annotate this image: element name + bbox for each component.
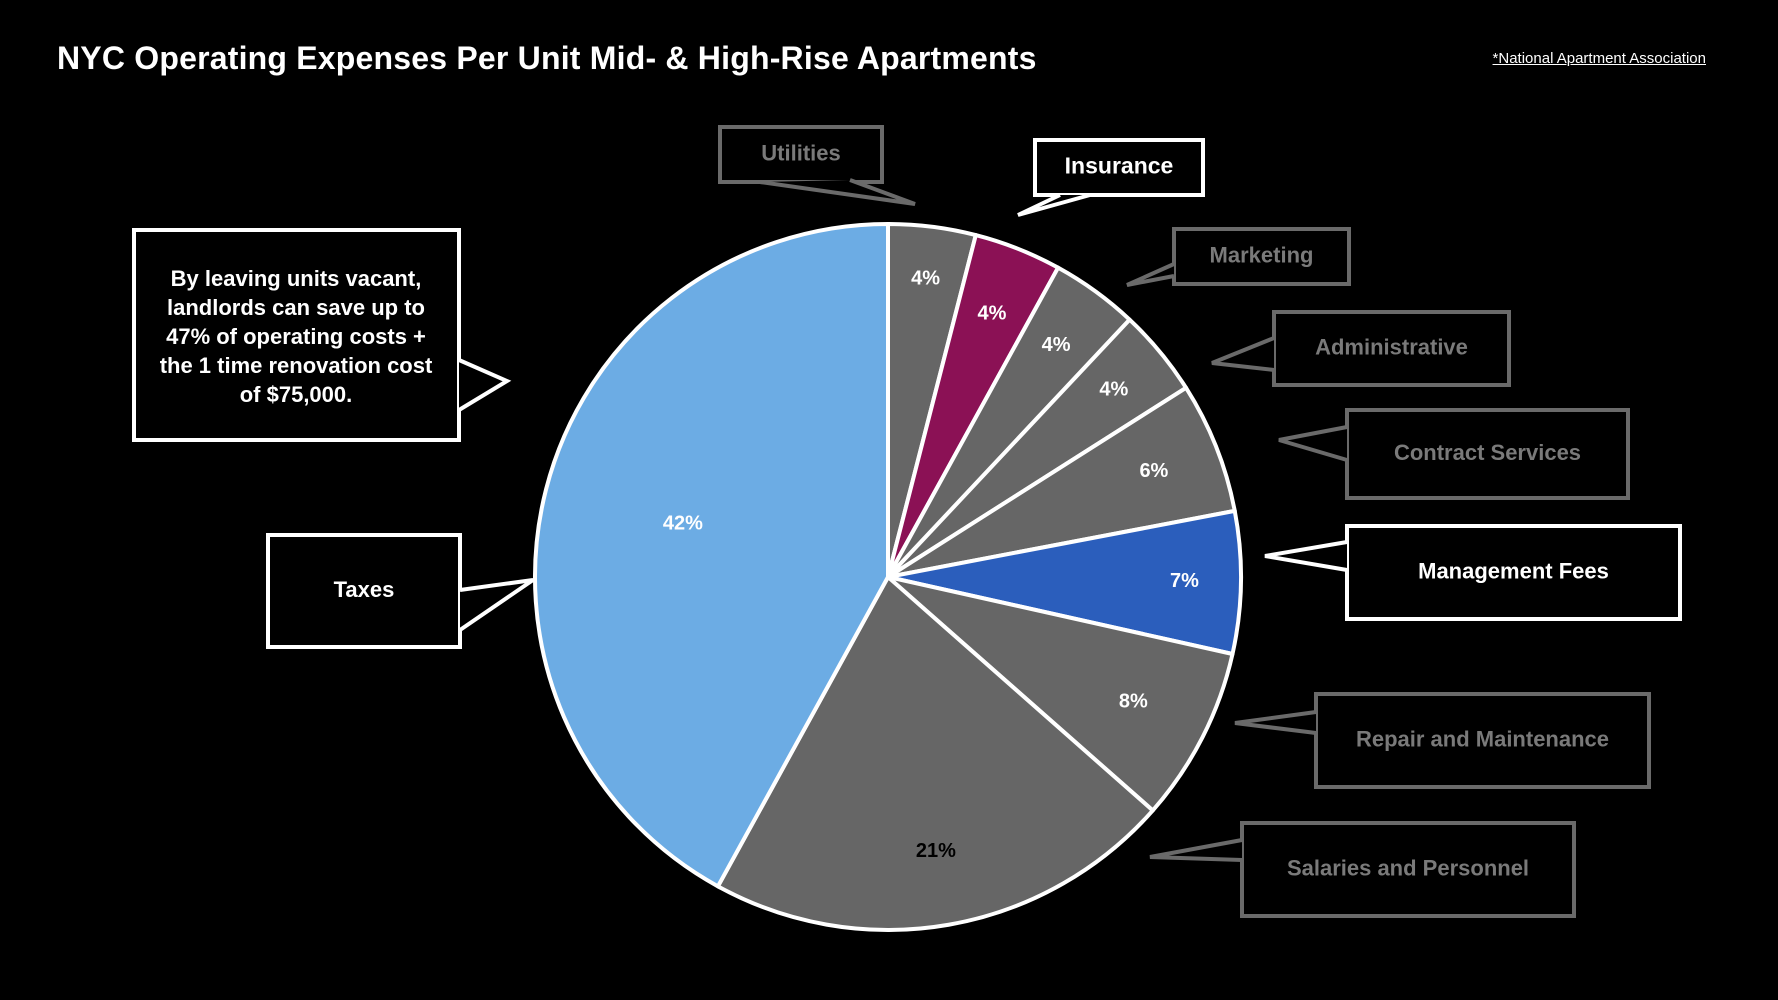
callout-label-insurance: Insurance [1065, 153, 1174, 179]
slice-management-fees [886, 508, 1243, 656]
annotation-line: of $75,000. [240, 382, 353, 407]
slice-value-salaries-and-personnel: 21% [916, 840, 956, 862]
source-citation: *National Apartment Association [1492, 50, 1706, 67]
callout-label-administrative: Administrative [1315, 334, 1468, 359]
callout-management-fees: Management Fees [1264, 524, 1682, 621]
callout-salaries-and-personnel: Salaries and Personnel [1149, 821, 1576, 918]
annotation-box [132, 228, 461, 442]
callout-box [1172, 227, 1351, 286]
callout-pointer [1235, 712, 1316, 733]
callout-pointer-outline [759, 178, 916, 206]
callout-marketing: Marketing [1126, 227, 1351, 287]
callout-pointer-outline [1017, 193, 1091, 217]
callout-pointer-outline [1278, 425, 1348, 462]
callout-box [1345, 524, 1682, 621]
callout-box [1314, 692, 1651, 789]
callout-pointer-outline [458, 578, 535, 632]
slice-value-repair-and-maintenance: 8% [1119, 690, 1148, 712]
callout-contract-services: Contract Services [1278, 408, 1630, 500]
callout-box [1033, 138, 1205, 197]
callout-label-contract-services: Contract Services [1394, 440, 1581, 465]
slice-contract-services [886, 385, 1237, 579]
callouts: Utilities Insurance Marketing Administrativ… [132, 125, 1682, 918]
callout-box [266, 533, 462, 649]
callout-pointer-outline [1211, 336, 1275, 372]
annotation-line: By leaving units vacant, [171, 266, 422, 291]
callout-label-marketing: Marketing [1210, 242, 1314, 267]
callout-box [1240, 821, 1576, 918]
callout-label-management-fees: Management Fees [1418, 558, 1609, 583]
callout-pointer-outline [1126, 262, 1175, 287]
callout-label-salaries-and-personnel: Salaries and Personnel [1287, 855, 1529, 880]
callout-insurance: Insurance [1017, 138, 1205, 217]
callout-pointer-outline [1149, 838, 1243, 862]
callout-label-repair-and-maintenance: Repair and Maintenance [1356, 726, 1609, 751]
callout-box [1345, 408, 1630, 500]
annotation-callout: By leaving units vacant, landlords can sa… [132, 228, 512, 442]
slice-value-administrative: 4% [1099, 378, 1128, 400]
callout-taxes: Taxes [266, 533, 535, 649]
annotation-pointer-outline [457, 358, 512, 412]
callout-label-utilities: Utilities [761, 140, 840, 165]
page-title: NYC Operating Expenses Per Unit Mid- & H… [57, 40, 1037, 76]
pie-slices [533, 222, 1243, 932]
callout-label-taxes: Taxes [334, 577, 395, 602]
slice-value-utilities: 4% [911, 268, 940, 290]
callout-pointer-outline [1234, 710, 1317, 735]
slice-value-labels: 4% 4% 4% 4% 6% 7% 8% 21% 42% [663, 268, 1199, 862]
callout-administrative: Administrative [1211, 310, 1511, 387]
annotation-line: the 1 time renovation cost [160, 353, 433, 378]
callout-pointer [1265, 542, 1347, 570]
slice-salaries-and-personnel [715, 575, 1155, 932]
slice-taxes [533, 222, 890, 889]
slice-value-management-fees: 7% [1170, 570, 1199, 592]
slice-value-taxes: 42% [663, 513, 703, 535]
slice-value-insurance: 4% [978, 303, 1007, 325]
callout-box [718, 125, 884, 184]
callout-utilities: Utilities [718, 125, 916, 206]
annotation-pointer [459, 360, 507, 410]
callout-pointer [1279, 427, 1347, 460]
callout-pointer-outline [1264, 540, 1348, 572]
slice-value-contract-services: 6% [1139, 460, 1168, 482]
annotation-line: 47% of operating costs + [166, 324, 426, 349]
annotation-line: landlords can save up to [167, 295, 425, 320]
slice-repair-and-maintenance [886, 575, 1235, 813]
slice-value-marketing: 4% [1042, 334, 1071, 356]
callout-repair-and-maintenance: Repair and Maintenance [1234, 692, 1651, 789]
